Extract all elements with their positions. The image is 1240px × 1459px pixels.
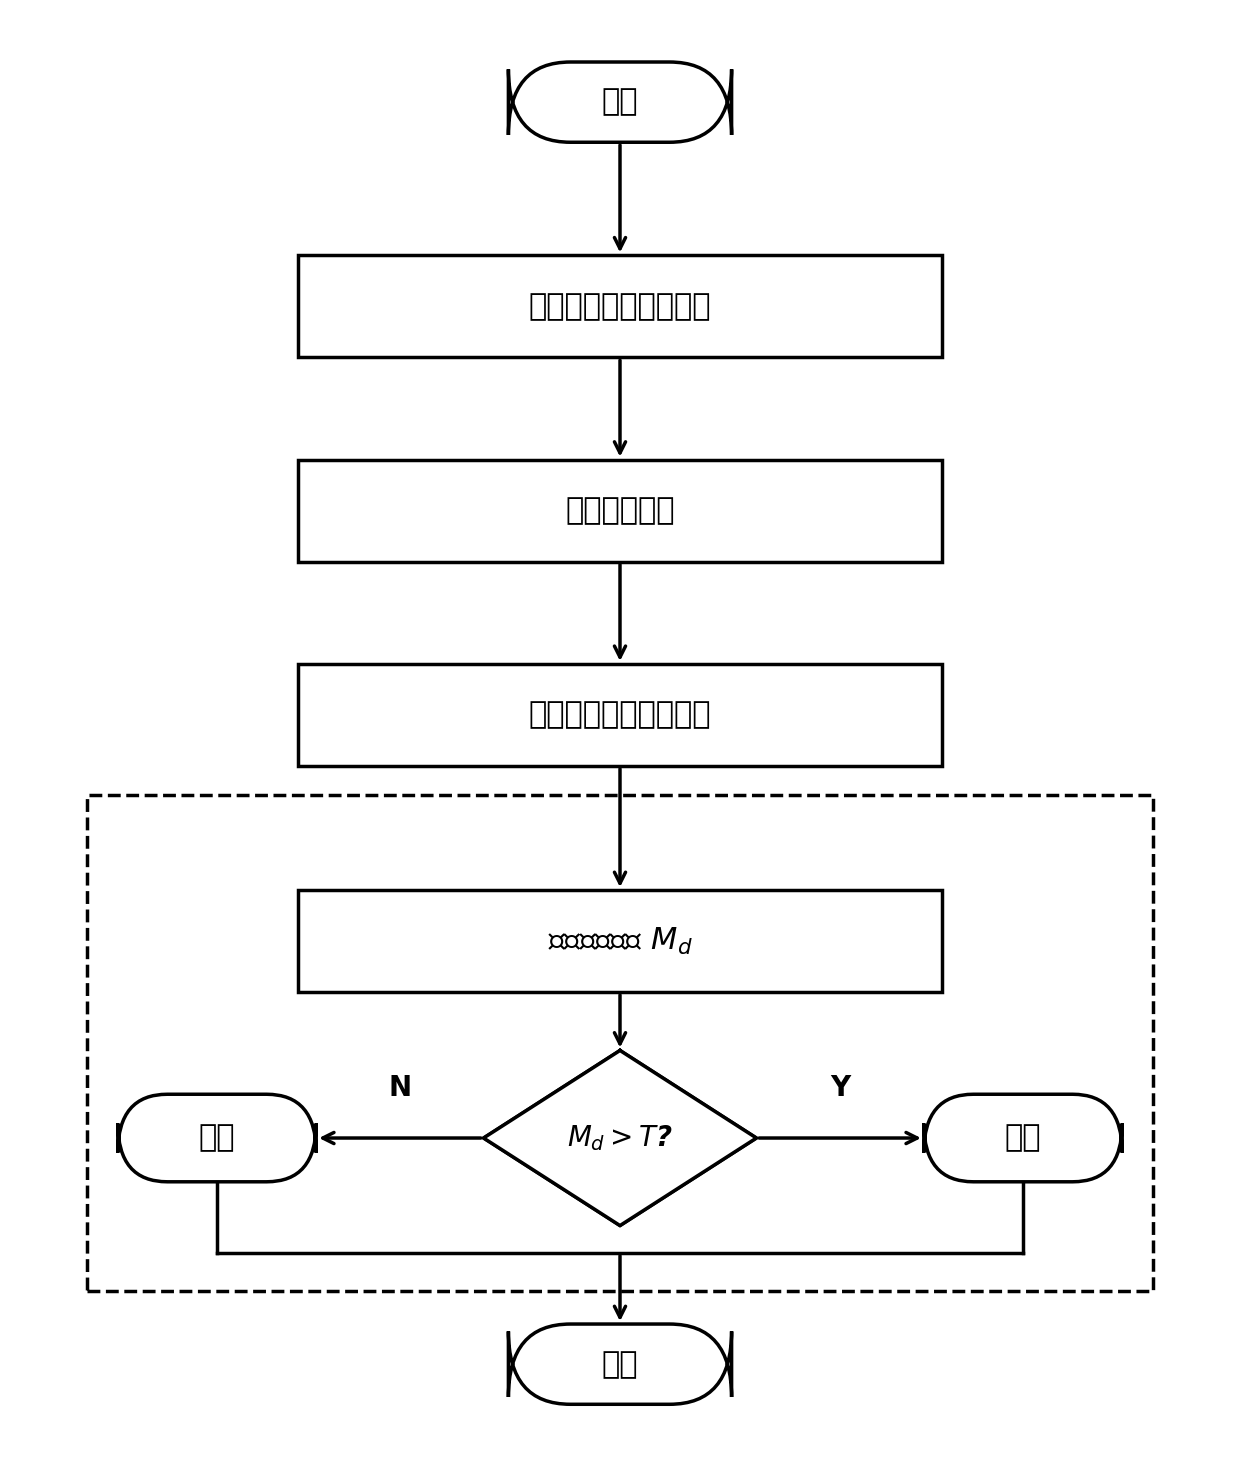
Text: 提取缺陷偏振特征矢量: 提取缺陷偏振特征矢量 xyxy=(528,700,712,730)
Text: 计算马氏距离 $M_d$: 计算马氏距离 $M_d$ xyxy=(548,925,692,957)
FancyBboxPatch shape xyxy=(924,1094,1122,1182)
Text: Y: Y xyxy=(830,1074,851,1102)
Bar xyxy=(298,664,942,766)
FancyBboxPatch shape xyxy=(508,61,732,143)
Text: 开始: 开始 xyxy=(601,88,639,117)
Text: $M_d >T$?: $M_d >T$? xyxy=(567,1123,673,1153)
Text: 采集偏振图像: 采集偏振图像 xyxy=(565,496,675,525)
Text: 调整至最优测量偏振态: 调整至最优测量偏振态 xyxy=(528,292,712,321)
Bar xyxy=(298,255,942,357)
Text: 开始: 开始 xyxy=(601,1350,639,1379)
Polygon shape xyxy=(484,1050,756,1226)
Text: 灰尘: 灰尘 xyxy=(1004,1123,1042,1153)
FancyBboxPatch shape xyxy=(118,1094,316,1182)
Bar xyxy=(87,795,1153,1291)
Bar xyxy=(298,460,942,562)
FancyBboxPatch shape xyxy=(508,1325,732,1404)
Text: 麻点: 麻点 xyxy=(198,1123,236,1153)
Bar xyxy=(298,890,942,992)
Text: N: N xyxy=(388,1074,412,1102)
